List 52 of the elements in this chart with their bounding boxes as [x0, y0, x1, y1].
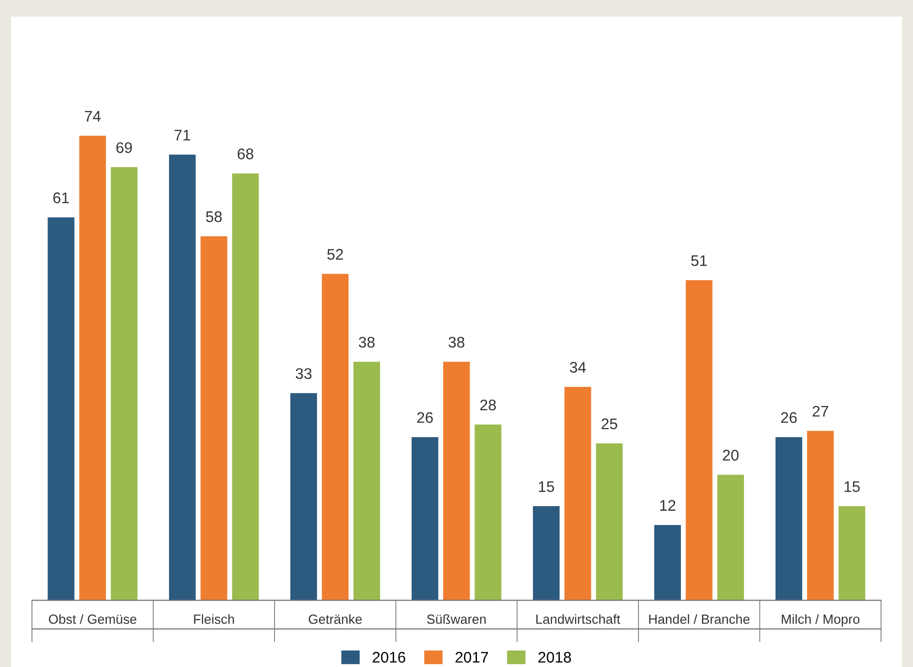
x-tick-label: Getränke — [308, 614, 362, 624]
x-tick-label: Milch / Mopro — [782, 614, 860, 626]
bar — [686, 280, 712, 600]
data-label: 12 — [660, 500, 676, 511]
bar — [532, 506, 560, 600]
x-tick-label: Handel / Branche — [649, 614, 750, 624]
bar — [232, 173, 259, 600]
data-label: 28 — [480, 400, 496, 410]
legend-label: 2017 — [456, 652, 488, 663]
data-label: 27 — [812, 406, 828, 417]
bar — [443, 362, 470, 600]
data-label: 61 — [53, 192, 69, 204]
data-label: 15 — [844, 481, 860, 492]
data-label: 33 — [296, 368, 312, 380]
x-tick-label: Landwirtschaft — [536, 614, 620, 624]
data-label: 58 — [206, 211, 222, 222]
data-label: 20 — [722, 450, 739, 461]
bar — [169, 154, 196, 600]
bar — [48, 217, 74, 600]
x-tick-label: Obst / Gemüse — [48, 614, 136, 624]
data-label: 68 — [238, 148, 254, 160]
legend-label: 2016 — [372, 652, 406, 663]
bar — [776, 437, 802, 600]
data-label: 51 — [691, 255, 707, 266]
data-label: 34 — [570, 362, 586, 373]
data-label: 26 — [781, 412, 797, 423]
bar — [838, 506, 866, 600]
data-label: 74 — [84, 110, 101, 122]
bar — [717, 474, 744, 600]
bar — [353, 362, 380, 600]
bar — [807, 430, 834, 600]
bar — [412, 437, 438, 600]
x-tick-label: Süßwaren — [427, 614, 486, 624]
bar — [474, 424, 502, 600]
bar — [79, 136, 106, 600]
data-label: 38 — [448, 336, 464, 348]
bar — [110, 167, 138, 600]
bar — [654, 524, 681, 600]
data-label: 15 — [538, 481, 554, 492]
bar — [564, 386, 592, 600]
data-label: 26 — [417, 412, 433, 423]
bar — [290, 393, 318, 600]
legend-label: 2018 — [538, 652, 571, 663]
bar — [322, 274, 349, 600]
x-tick-label: Fleisch — [194, 614, 234, 624]
data-label: 52 — [327, 248, 343, 260]
data-label: 38 — [358, 336, 375, 348]
bar — [200, 236, 228, 600]
data-label: 71 — [174, 130, 190, 140]
data-label: 25 — [602, 418, 618, 430]
bar — [596, 443, 623, 600]
data-label: 69 — [116, 142, 132, 154]
